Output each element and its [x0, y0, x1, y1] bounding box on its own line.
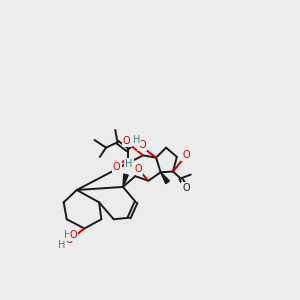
- Text: O: O: [65, 235, 73, 245]
- Text: O: O: [70, 230, 77, 240]
- Text: H: H: [133, 135, 140, 145]
- Text: O: O: [134, 164, 142, 174]
- Text: H: H: [58, 240, 65, 250]
- Text: O: O: [113, 162, 121, 172]
- Text: O: O: [182, 150, 190, 160]
- Text: O: O: [123, 136, 130, 146]
- Text: O: O: [138, 140, 146, 150]
- Polygon shape: [123, 174, 128, 187]
- Polygon shape: [161, 172, 170, 184]
- Text: O: O: [182, 183, 190, 193]
- Text: H: H: [125, 159, 133, 169]
- Text: H: H: [64, 230, 71, 240]
